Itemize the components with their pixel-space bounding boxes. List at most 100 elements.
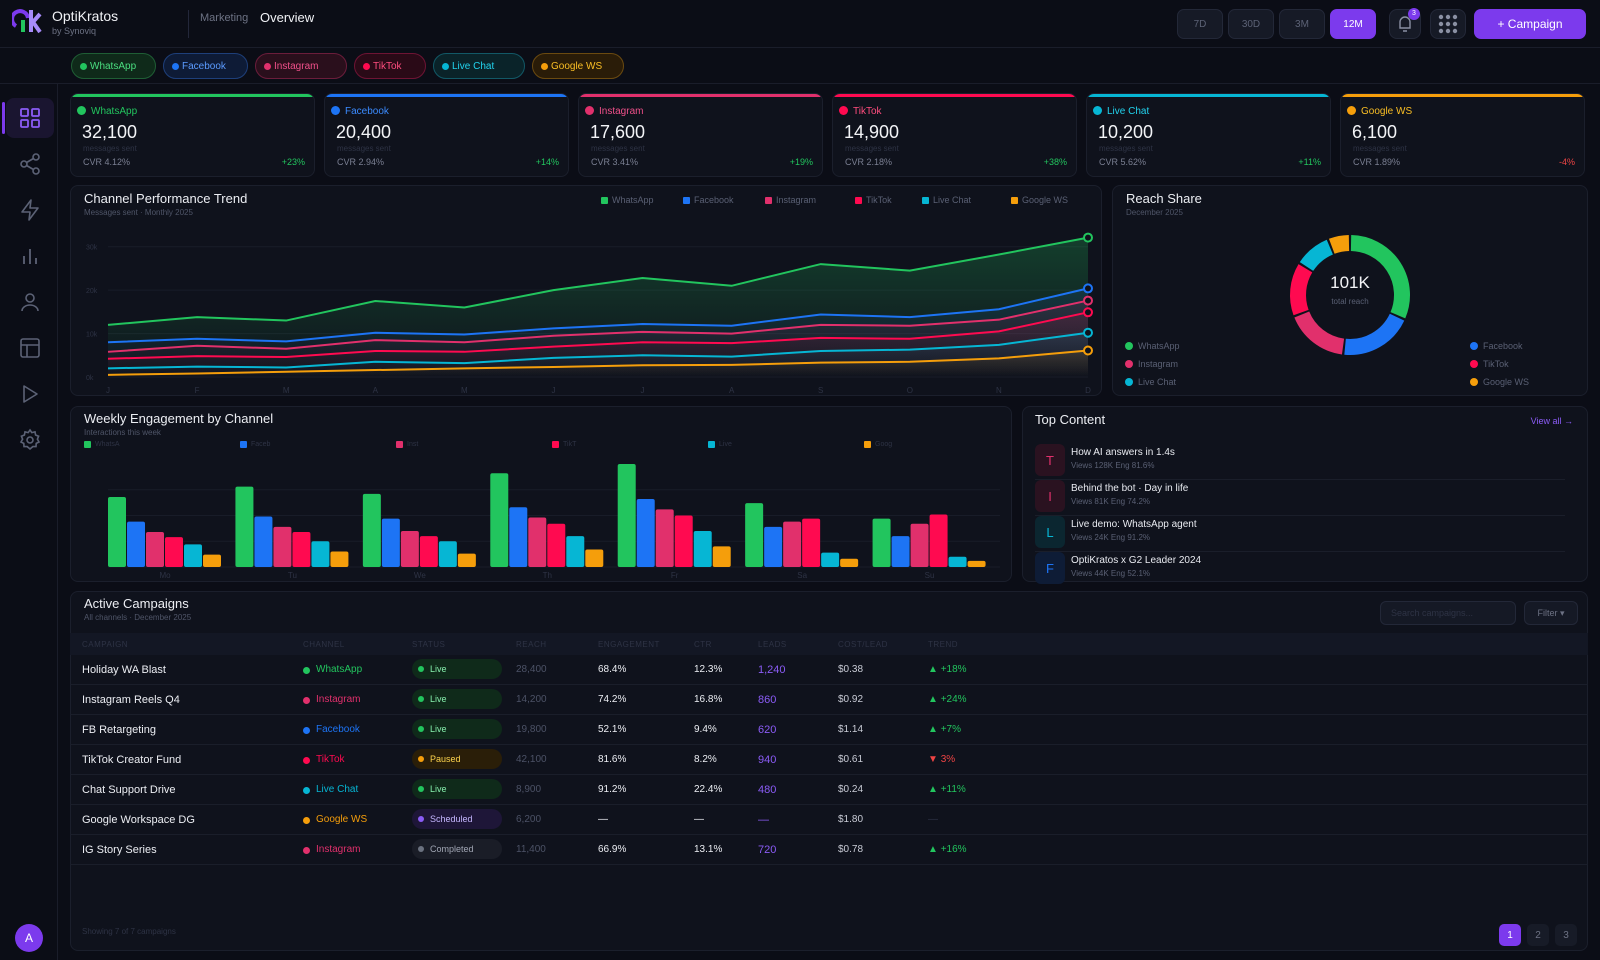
bar-tikt-th[interactable]: [547, 523, 566, 567]
bar-live-we[interactable]: [438, 541, 457, 567]
donut-slice-facebook[interactable]: [1344, 313, 1405, 355]
donut-slice-whatsapp[interactable]: [1350, 235, 1410, 319]
bar-live-th[interactable]: [566, 536, 585, 567]
bar-tikt-mo[interactable]: [165, 537, 183, 567]
bar-faceb-tu[interactable]: [254, 516, 273, 567]
bar-faceb-su[interactable]: [891, 536, 910, 567]
bar-inst-mo[interactable]: [146, 531, 164, 567]
col-engagement[interactable]: ENGAGEMENT: [598, 640, 660, 649]
nav-share[interactable]: [6, 144, 54, 184]
page-2-button[interactable]: 2: [1527, 924, 1549, 946]
col-ctr[interactable]: CTR: [694, 640, 712, 649]
kpi-card-instagram[interactable]: Instagram 17,600 messages sent CVR 3.41%…: [578, 93, 823, 177]
nav-contacts[interactable]: [6, 282, 54, 322]
kpi-card-live-chat[interactable]: Live Chat 10,200 messages sent CVR 5.62%…: [1086, 93, 1331, 177]
bar-live-fr[interactable]: [693, 530, 712, 567]
top-content-item[interactable]: F OptiKratos x G2 Leader 2024 Views 44K …: [1035, 552, 1565, 588]
kpi-card-facebook[interactable]: Facebook 20,400 messages sent CVR 2.94% …: [324, 93, 569, 177]
bar-faceb-mo[interactable]: [127, 521, 145, 567]
bar-faceb-fr[interactable]: [636, 499, 655, 567]
campaign-name[interactable]: Google Workspace DG: [82, 814, 195, 826]
bar-live-su[interactable]: [948, 556, 967, 567]
bar-goog-su[interactable]: [967, 560, 986, 567]
bar-goog-th[interactable]: [585, 549, 604, 567]
bar-goog-fr[interactable]: [712, 546, 731, 567]
kpi-card-google-ws[interactable]: Google WS 6,100 messages sent CVR 1.89% …: [1340, 93, 1585, 177]
donut-slice-instagram[interactable]: [1294, 311, 1345, 355]
series-end-point[interactable]: [1083, 327, 1093, 338]
top-content-item[interactable]: L Live demo: WhatsApp agent Views 24K En…: [1035, 516, 1565, 552]
table-row[interactable]: Instagram Reels Q4 Instagram Live 14,200 74.…: [70, 685, 1588, 715]
series-end-point[interactable]: [1083, 232, 1093, 243]
bar-faceb-th[interactable]: [509, 507, 528, 567]
table-row[interactable]: TikTok Creator Fund TikTok Paused 42,100 81.…: [70, 745, 1588, 775]
page-3-button[interactable]: 3: [1555, 924, 1577, 946]
bar-faceb-we[interactable]: [381, 518, 400, 567]
table-row[interactable]: FB Retargeting Facebook Live 19,800 52.1% 9.4…: [70, 715, 1588, 745]
bar-whatsa-mo[interactable]: [108, 496, 126, 567]
campaign-name[interactable]: Instagram Reels Q4: [82, 694, 180, 706]
range-3m-button[interactable]: 3M: [1279, 9, 1325, 39]
bar-goog-tu[interactable]: [330, 551, 349, 567]
nav-media[interactable]: [6, 374, 54, 414]
bar-whatsa-we[interactable]: [362, 493, 381, 567]
donut-slice-live-chat[interactable]: [1299, 239, 1334, 272]
campaign-name[interactable]: Holiday WA Blast: [82, 664, 166, 676]
bar-inst-tu[interactable]: [273, 526, 292, 567]
donut-slice-tiktok[interactable]: [1290, 264, 1313, 316]
apps-grid-button[interactable]: [1430, 9, 1466, 39]
app-logo[interactable]: [12, 6, 42, 36]
nav-settings[interactable]: [6, 420, 54, 460]
bar-whatsa-tu[interactable]: [235, 486, 254, 567]
series-end-point[interactable]: [1083, 345, 1093, 356]
bar-live-sa[interactable]: [821, 552, 840, 567]
view-all-link[interactable]: View all →: [1530, 416, 1573, 426]
campaign-name[interactable]: FB Retargeting: [82, 724, 156, 736]
top-content-item[interactable]: I Behind the bot · Day in life Views 81K…: [1035, 480, 1565, 516]
table-row[interactable]: IG Story Series Instagram Completed 11,400 6…: [70, 835, 1588, 865]
kpi-card-whatsapp[interactable]: WhatsApp 32,100 messages sent CVR 4.12% …: [70, 93, 315, 177]
bar-tikt-sa[interactable]: [802, 518, 821, 567]
nav-dashboard[interactable]: [2, 98, 54, 138]
col-reach[interactable]: REACH: [516, 640, 547, 649]
bar-goog-sa[interactable]: [840, 558, 859, 567]
col-campaign[interactable]: CAMPAIGN: [82, 640, 129, 649]
series-end-point[interactable]: [1083, 283, 1093, 294]
chip-tiktok[interactable]: TikTok: [354, 53, 426, 79]
table-row[interactable]: Google Workspace DG Google WS Scheduled 6,2…: [70, 805, 1588, 835]
col-channel[interactable]: CHANNEL: [303, 640, 345, 649]
nav-automation[interactable]: [6, 190, 54, 230]
table-row[interactable]: Holiday WA Blast WhatsApp Live 28,400 68.4% 1…: [70, 655, 1588, 685]
col-leads[interactable]: LEADS: [758, 640, 787, 649]
bar-tikt-su[interactable]: [929, 514, 948, 567]
campaign-name[interactable]: TikTok Creator Fund: [82, 754, 182, 766]
filter-button[interactable]: Filter ▾: [1524, 601, 1578, 625]
bar-tikt-we[interactable]: [419, 536, 438, 567]
campaign-search-input[interactable]: Search campaigns...: [1380, 601, 1516, 625]
bar-inst-we[interactable]: [400, 530, 419, 567]
breadcrumb-section[interactable]: Marketing: [200, 12, 249, 24]
col-trend[interactable]: TREND: [928, 640, 959, 649]
donut-slice-google-ws[interactable]: [1328, 235, 1350, 254]
bar-whatsa-th[interactable]: [490, 473, 509, 567]
bar-whatsa-fr[interactable]: [617, 464, 636, 567]
bar-inst-sa[interactable]: [783, 521, 802, 567]
bar-live-tu[interactable]: [311, 541, 330, 567]
chip-facebook[interactable]: Facebook: [163, 53, 248, 79]
range-12m-button[interactable]: 12M: [1330, 9, 1376, 39]
bar-live-mo[interactable]: [184, 544, 202, 567]
nav-layout[interactable]: [6, 328, 54, 368]
bar-faceb-sa[interactable]: [764, 526, 783, 567]
range-30d-button[interactable]: 30D: [1228, 9, 1274, 39]
bar-goog-we[interactable]: [457, 553, 476, 567]
top-content-item[interactable]: T How AI answers in 1.4s Views 128K Eng …: [1035, 444, 1565, 480]
bar-inst-su[interactable]: [910, 523, 929, 567]
bar-inst-th[interactable]: [528, 517, 547, 567]
page-1-button[interactable]: 1: [1499, 924, 1521, 946]
series-end-point[interactable]: [1083, 307, 1093, 318]
col-cost-per-lead[interactable]: COST/LEAD: [838, 640, 888, 649]
bar-tikt-tu[interactable]: [292, 531, 311, 567]
series-end-point[interactable]: [1083, 295, 1093, 306]
chip-google-ws[interactable]: Google WS: [532, 53, 624, 79]
col-status[interactable]: STATUS: [412, 640, 446, 649]
